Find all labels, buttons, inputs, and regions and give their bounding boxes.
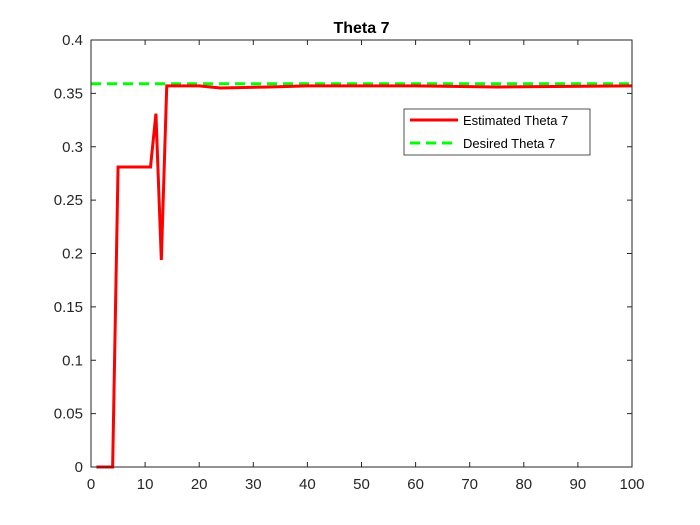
- y-tick-label: 0.1: [62, 352, 83, 369]
- x-tick-label: 90: [570, 476, 587, 493]
- x-tick-label: 20: [191, 476, 208, 493]
- chart-title: Theta 7: [333, 20, 389, 37]
- plot-area: [91, 40, 632, 467]
- x-tick-label: 50: [353, 476, 370, 493]
- x-tick-label: 10: [137, 476, 154, 493]
- legend-box: [403, 108, 591, 156]
- y-tick-label: 0.35: [54, 85, 83, 102]
- series-line-estimated: [96, 84, 632, 469]
- x-tick-label: 40: [299, 476, 316, 493]
- x-tick-label: 60: [407, 476, 424, 493]
- y-tick-label: 0: [75, 459, 83, 476]
- x-tick-label: 30: [245, 476, 262, 493]
- x-tick-label: 100: [619, 476, 644, 493]
- y-tick-label: 0.2: [62, 246, 83, 263]
- y-tick-label: 0.4: [62, 32, 83, 49]
- y-tick-label: 0.15: [54, 299, 83, 316]
- x-tick-label: 70: [461, 476, 478, 493]
- legend-label-estimated: Estimated Theta 7: [463, 113, 568, 128]
- x-tick-label: 80: [515, 476, 532, 493]
- y-tick-label: 0.25: [54, 192, 83, 209]
- x-tick-label: 0: [87, 476, 95, 493]
- y-tick-label: 0.05: [54, 406, 83, 423]
- legend: Estimated Theta 7 Desired Theta 7: [403, 108, 591, 156]
- tick-layer: 0 10 20 30 40 50 60 70 80 90 100 0 0.05 0.1 0.15 0.2 0.2…: [54, 32, 645, 493]
- series-layer: [91, 82, 632, 469]
- y-tick-label: 0.3: [62, 139, 83, 156]
- legend-label-desired: Desired Theta 7: [463, 136, 555, 151]
